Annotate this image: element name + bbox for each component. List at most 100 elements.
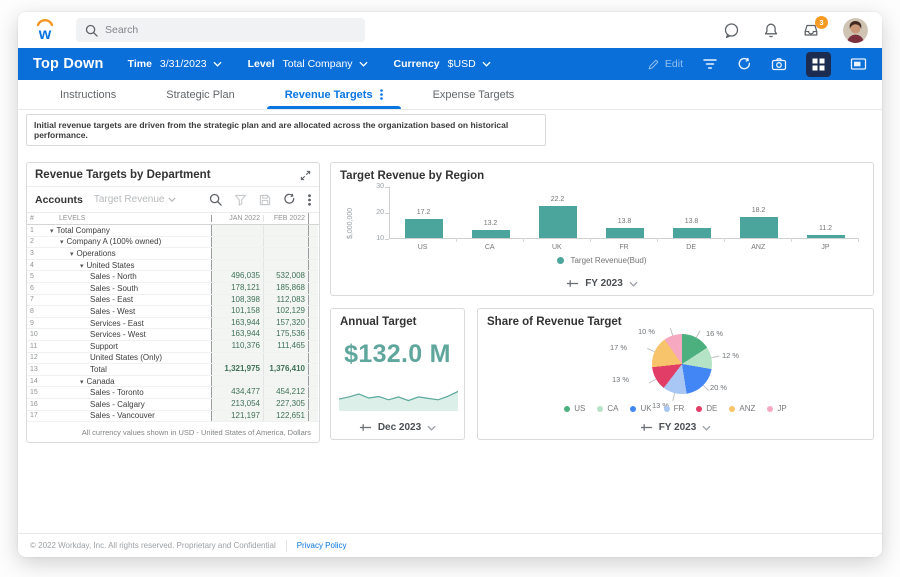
measure-select[interactable]: Target Revenue (94, 194, 177, 205)
caret-down-icon[interactable]: ▾ (60, 239, 64, 247)
caret-down-icon[interactable]: ▾ (70, 250, 74, 258)
cell-jan-2022[interactable] (211, 259, 263, 271)
cell-jan-2022[interactable]: 1,321,975 (211, 364, 263, 375)
caret-down-icon[interactable]: ▾ (80, 262, 84, 270)
pie-legend-item-us[interactable]: US (564, 404, 585, 413)
cell-jan-2022[interactable] (211, 225, 263, 236)
table-row[interactable]: 13 Total 1,321,975 1,376,410 (27, 364, 319, 376)
workday-logo[interactable]: w (32, 17, 58, 43)
cell-jan-2022[interactable]: 163,944 (211, 317, 263, 329)
table-row[interactable]: 2 ▾ Company A (100% owned) (27, 236, 319, 249)
cell-jan-2022[interactable]: 108,398 (211, 294, 263, 306)
bar-chart-legend[interactable]: Target Revenue(Bud) (331, 256, 873, 265)
notifications-button[interactable] (763, 22, 779, 39)
table-row[interactable]: 17 Sales - Vancouver 121,197 122,651 (27, 410, 319, 423)
bar[interactable] (471, 229, 510, 238)
cell-feb-2022[interactable] (263, 248, 308, 259)
bar-group-ca[interactable]: 13.2 (457, 187, 524, 242)
bar-group-us[interactable]: 17.2 (390, 187, 457, 242)
cell-jan-2022[interactable] (211, 236, 263, 248)
table-row[interactable]: 8 Sales - West 101,158 102,129 (27, 306, 319, 318)
table-row[interactable]: 11 Support 110,376 111,465 (27, 340, 319, 353)
pie-legend-item-fr[interactable]: FR (663, 404, 684, 413)
cell-feb-2022[interactable]: 112,083 (263, 294, 308, 306)
search-input[interactable]: Search (76, 18, 365, 42)
table-row[interactable]: 7 Sales - East 108,398 112,083 (27, 294, 319, 307)
bar-group-de[interactable]: 13.8 (658, 187, 725, 242)
bar-group-anz[interactable]: 18.2 (725, 187, 792, 242)
cell-feb-2022[interactable]: 175,536 (263, 329, 308, 340)
cell-feb-2022[interactable]: 1,376,410 (263, 364, 308, 375)
refresh-button[interactable] (737, 57, 752, 72)
table-row[interactable]: 10 Services - West 163,944 175,536 (27, 329, 319, 341)
table-row[interactable]: 14 ▾ Canada (27, 375, 319, 388)
currency-select[interactable]: $USD (448, 58, 491, 70)
kebab-menu-icon[interactable] (379, 89, 383, 100)
tab-revenue-targets[interactable]: Revenue Targets (266, 80, 401, 109)
cell-jan-2022[interactable]: 178,121 (211, 282, 263, 294)
bar[interactable] (605, 228, 644, 238)
expand-panel-button[interactable] (300, 170, 311, 181)
caret-down-icon[interactable]: ▾ (80, 378, 84, 386)
bar[interactable] (538, 206, 577, 238)
cell-feb-2022[interactable] (263, 236, 308, 248)
privacy-policy-link[interactable]: Privacy Policy (296, 541, 347, 550)
table-row[interactable]: 5 Sales - North 496,035 532,008 (27, 271, 319, 283)
table-row[interactable]: 12 United States (Only) (27, 352, 319, 365)
cell-feb-2022[interactable]: 454,212 (263, 387, 308, 398)
bar[interactable] (806, 234, 845, 238)
cell-feb-2022[interactable]: 157,320 (263, 317, 308, 329)
snapshot-button[interactable] (771, 57, 787, 71)
cell-jan-2022[interactable]: 434,477 (211, 387, 263, 398)
pie-chart[interactable] (652, 334, 712, 394)
cell-jan-2022[interactable] (211, 248, 263, 259)
table-row[interactable]: 1 ▾ Total Company (27, 225, 319, 237)
cell-feb-2022[interactable]: 111,465 (263, 340, 308, 352)
cell-feb-2022[interactable]: 185,868 (263, 282, 308, 294)
pie-legend-item-anz[interactable]: ANZ (729, 404, 755, 413)
tab-expense-targets[interactable]: Expense Targets (431, 80, 517, 109)
pie-legend-item-jp[interactable]: JP (767, 404, 787, 413)
time-select[interactable]: 3/31/2023 (160, 58, 222, 70)
cell-jan-2022[interactable]: 496,035 (211, 271, 263, 282)
bar[interactable] (404, 219, 443, 238)
sheet-search-button[interactable] (209, 193, 222, 206)
filter-button[interactable] (702, 57, 718, 71)
sheet-refresh-button[interactable] (283, 193, 296, 206)
cell-feb-2022[interactable]: 122,651 (263, 410, 308, 422)
cell-feb-2022[interactable]: 102,129 (263, 306, 308, 317)
pie-legend-item-ca[interactable]: CA (597, 404, 618, 413)
pie-legend-item-de[interactable]: DE (696, 404, 717, 413)
save-button[interactable] (259, 194, 271, 206)
caret-down-icon[interactable]: ▾ (50, 227, 54, 235)
table-row[interactable]: 4 ▾ United States (27, 259, 319, 272)
bar[interactable] (672, 228, 711, 238)
bar-group-fr[interactable]: 13.8 (591, 187, 658, 242)
dashboard-grid-button[interactable] (806, 51, 831, 77)
chat-button[interactable] (723, 22, 740, 39)
cell-jan-2022[interactable] (211, 375, 263, 387)
tab-instructions[interactable]: Instructions (58, 80, 118, 109)
edit-button[interactable]: Edit (647, 58, 683, 71)
table-row[interactable]: 6 Sales - South 178,121 185,868 (27, 282, 319, 295)
cell-jan-2022[interactable]: 101,158 (211, 306, 263, 317)
cell-feb-2022[interactable] (263, 375, 308, 387)
cell-jan-2022[interactable]: 213,054 (211, 398, 263, 410)
table-row[interactable]: 3 ▾ Operations (27, 248, 319, 260)
bar-group-jp[interactable]: 11.2 (792, 187, 859, 242)
board-view-button[interactable] (850, 57, 867, 71)
cell-feb-2022[interactable]: 532,008 (263, 271, 308, 282)
level-select[interactable]: Total Company (283, 58, 368, 70)
table-row[interactable]: 16 Sales - Calgary 213,054 227,305 (27, 398, 319, 411)
bar[interactable] (739, 216, 778, 238)
annual-period-select[interactable]: Dec 2023 (331, 422, 464, 433)
cell-feb-2022[interactable]: 227,305 (263, 398, 308, 410)
inbox-button[interactable]: 3 (802, 16, 828, 38)
pie-legend-item-uk[interactable]: UK (630, 404, 652, 413)
profile-button[interactable] (843, 17, 868, 43)
cell-jan-2022[interactable] (211, 352, 263, 364)
cell-jan-2022[interactable]: 121,197 (211, 410, 263, 422)
bar-period-select[interactable]: FY 2023 (331, 278, 873, 289)
table-row[interactable]: 9 Services - East 163,944 157,320 (27, 317, 319, 330)
table-row[interactable]: 15 Sales - Toronto 434,477 454,212 (27, 387, 319, 399)
